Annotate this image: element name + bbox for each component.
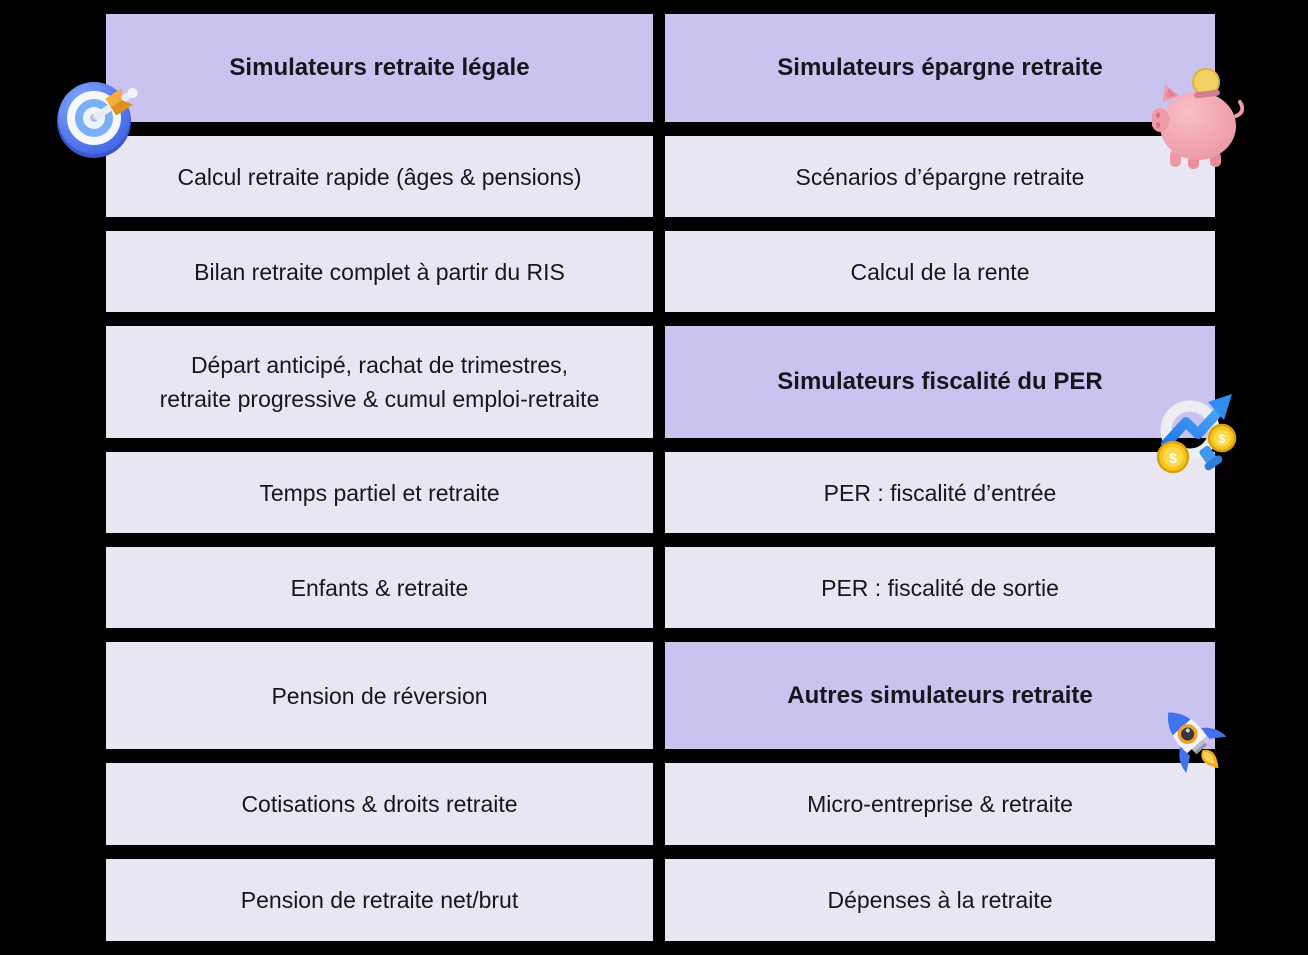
item-label: Cotisations & droits retraite	[241, 791, 518, 817]
item-label: Calcul retraite rapide (âges & pensions)	[177, 163, 582, 190]
header-label: Autres simulateurs retraite	[787, 681, 1093, 709]
header-retraite-legale: Simulateurs retraite légale	[106, 14, 653, 122]
item-label: PER : fiscalité de sortie	[821, 574, 1059, 601]
header-fiscalite-per: Simulateurs fiscalité du PER	[665, 326, 1215, 438]
header-autres-simulateurs: Autres simulateurs retraite	[665, 642, 1215, 749]
item-label: Dépenses à la retraite	[827, 887, 1053, 913]
simulators-table: Simulateurs retraite légale Calcul retra…	[106, 14, 1215, 941]
item-label: Calcul de la rente	[850, 258, 1030, 285]
item-label-line1: Départ anticipé, rachat de trimestres,	[190, 352, 569, 378]
item-scenarios-epargne[interactable]: Scénarios d’épargne retraite	[665, 136, 1215, 217]
item-label: Micro-entreprise & retraite	[807, 791, 1073, 817]
item-temps-partiel[interactable]: Temps partiel et retraite	[106, 452, 653, 533]
item-enfants-retraite[interactable]: Enfants & retraite	[106, 547, 653, 628]
item-label: Pension de retraite net/brut	[240, 887, 519, 913]
item-calcul-retraite-rapide[interactable]: Calcul retraite rapide (âges & pensions)	[106, 136, 653, 217]
header-label: Simulateurs retraite légale	[229, 54, 530, 81]
header-epargne-retraite: Simulateurs épargne retraite	[665, 14, 1215, 122]
item-label: PER : fiscalité d’entrée	[823, 479, 1057, 506]
item-label: Temps partiel et retraite	[259, 479, 500, 506]
item-depenses-retraite[interactable]: Dépenses à la retraite	[665, 859, 1215, 941]
header-label: Simulateurs fiscalité du PER	[777, 368, 1103, 395]
item-depart-anticipe[interactable]: Départ anticipé, rachat de trimestres, r…	[106, 326, 653, 438]
column-right: Simulateurs épargne retraite Scénarios d…	[665, 14, 1215, 941]
item-bilan-retraite-ris[interactable]: Bilan retraite complet à partir du RIS	[106, 231, 653, 312]
item-label-line2: retraite progressive & cumul emploi-retr…	[159, 386, 600, 412]
item-cotisations-droits[interactable]: Cotisations & droits retraite	[106, 763, 653, 845]
item-pension-net-brut[interactable]: Pension de retraite net/brut	[106, 859, 653, 941]
item-label: Scénarios d’épargne retraite	[795, 163, 1085, 190]
header-label: Simulateurs épargne retraite	[777, 54, 1103, 81]
item-pension-reversion[interactable]: Pension de réversion	[106, 642, 653, 749]
item-label: Enfants & retraite	[290, 574, 469, 601]
item-calcul-rente[interactable]: Calcul de la rente	[665, 231, 1215, 312]
column-left: Simulateurs retraite légale Calcul retra…	[106, 14, 653, 941]
item-per-fiscalite-entree[interactable]: PER : fiscalité d’entrée	[665, 452, 1215, 533]
item-micro-entreprise[interactable]: Micro-entreprise & retraite	[665, 763, 1215, 845]
item-label: Bilan retraite complet à partir du RIS	[194, 258, 565, 285]
svg-text:$: $	[1219, 432, 1226, 446]
item-per-fiscalite-sortie[interactable]: PER : fiscalité de sortie	[665, 547, 1215, 628]
item-label: Pension de réversion	[271, 682, 488, 709]
